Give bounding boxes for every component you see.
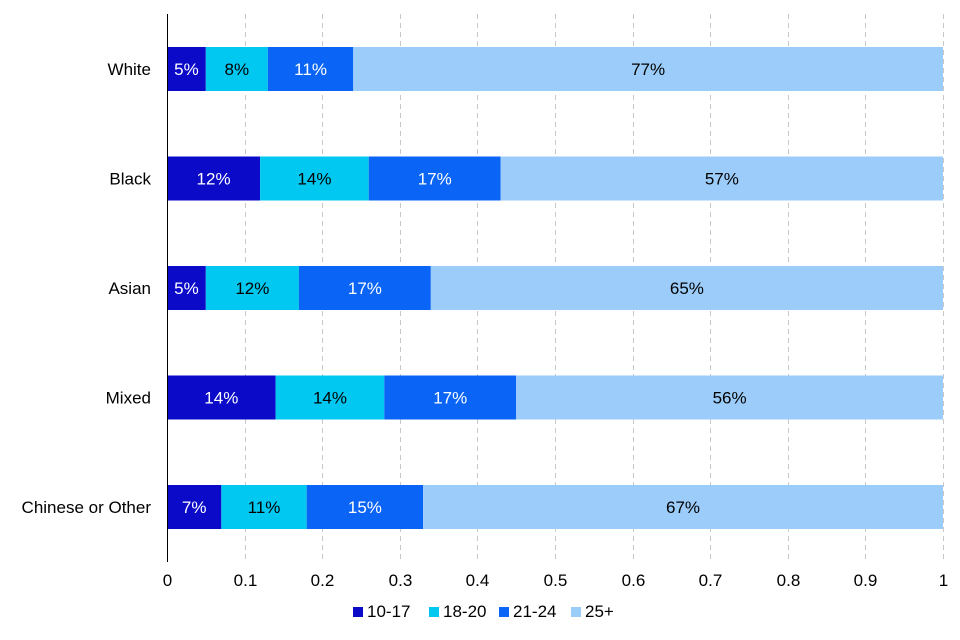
- bar-segment-18-20: [205, 266, 299, 310]
- bar-segment-25+: [353, 47, 943, 91]
- legend-label: 21-24: [513, 602, 556, 621]
- category-label: Mixed: [106, 389, 151, 408]
- category-label: Black: [109, 170, 151, 189]
- bar-segment-25+: [516, 375, 943, 420]
- data-label: 67%: [666, 498, 700, 517]
- x-tick-label: 0: [163, 571, 172, 590]
- bar-segment-25+: [430, 266, 944, 310]
- data-label: 12%: [235, 279, 269, 298]
- bar-segment-21-24: [298, 266, 431, 310]
- data-label: 8%: [225, 60, 250, 79]
- legend-swatch-25+: [571, 607, 581, 617]
- bar-segment-10-17: [167, 375, 276, 420]
- bar-segment-10-17: [167, 47, 206, 91]
- data-label: 14%: [204, 389, 238, 408]
- bar-segment-21-24: [306, 485, 424, 529]
- bar-segment-21-24: [267, 47, 354, 91]
- data-label: 5%: [174, 279, 199, 298]
- data-label: 12%: [197, 170, 231, 189]
- data-label: 11%: [248, 498, 281, 517]
- x-tick-label: 0.4: [466, 571, 490, 590]
- data-label: 14%: [297, 170, 331, 189]
- data-label: 5%: [174, 60, 199, 79]
- x-tick-label: 0.7: [699, 571, 723, 590]
- category-label: Asian: [108, 279, 151, 298]
- data-label: 57%: [705, 170, 739, 189]
- legend-swatch-18-20: [429, 607, 439, 617]
- data-label: 7%: [182, 498, 207, 517]
- bar-segment-18-20: [260, 156, 369, 201]
- data-label: 14%: [313, 389, 347, 408]
- x-tick-label: 0.1: [234, 571, 258, 590]
- x-tick-label: 0.8: [777, 571, 801, 590]
- x-tick-label: 0.3: [389, 571, 413, 590]
- bar-segment-10-17: [167, 485, 222, 529]
- bar-segment-21-24: [384, 375, 517, 420]
- data-label: 77%: [631, 60, 665, 79]
- x-tick-label: 0.9: [854, 571, 878, 590]
- category-label: Chinese or Other: [22, 498, 152, 517]
- legend: 10-17 18-20 21-24 25+: [353, 602, 614, 621]
- bar-segment-25+: [423, 485, 944, 529]
- legend-swatch-21-24: [499, 607, 509, 617]
- bar-segment-18-20: [221, 485, 307, 529]
- x-tick-label: 1: [939, 571, 948, 590]
- data-label: 11%: [294, 60, 327, 79]
- data-label: 17%: [418, 170, 452, 189]
- legend-label: 10-17: [367, 602, 410, 621]
- data-label: 17%: [433, 389, 467, 408]
- bar-segment-10-17: [167, 266, 206, 310]
- axes: 0 0.1 0.2 0.3 0.4 0.5 0.6 0.7 0.8 0.9 1 White Black A…: [22, 14, 948, 590]
- bar-segment-18-20: [275, 375, 385, 420]
- bar-segment-21-24: [368, 156, 501, 201]
- legend-swatch-10-17: [353, 607, 363, 617]
- bar-segment-25+: [500, 156, 943, 201]
- data-label: 65%: [670, 279, 704, 298]
- data-label: 15%: [348, 498, 382, 517]
- bar-segment-18-20: [205, 47, 268, 91]
- x-tick-label: 0.6: [622, 571, 646, 590]
- category-label: White: [108, 60, 151, 79]
- x-tick-label: 0.2: [311, 571, 335, 590]
- data-label: 56%: [713, 389, 747, 408]
- legend-label: 25+: [585, 602, 614, 621]
- bars: 5% 8% 11% 77% 12% 14% 17% 57% 5% 12% 17% 65% 14% 14% 1…: [167, 47, 944, 529]
- bar-segment-10-17: [167, 156, 261, 201]
- x-tick-label: 0.5: [544, 571, 568, 590]
- data-label: 17%: [348, 279, 382, 298]
- legend-label: 18-20: [443, 602, 486, 621]
